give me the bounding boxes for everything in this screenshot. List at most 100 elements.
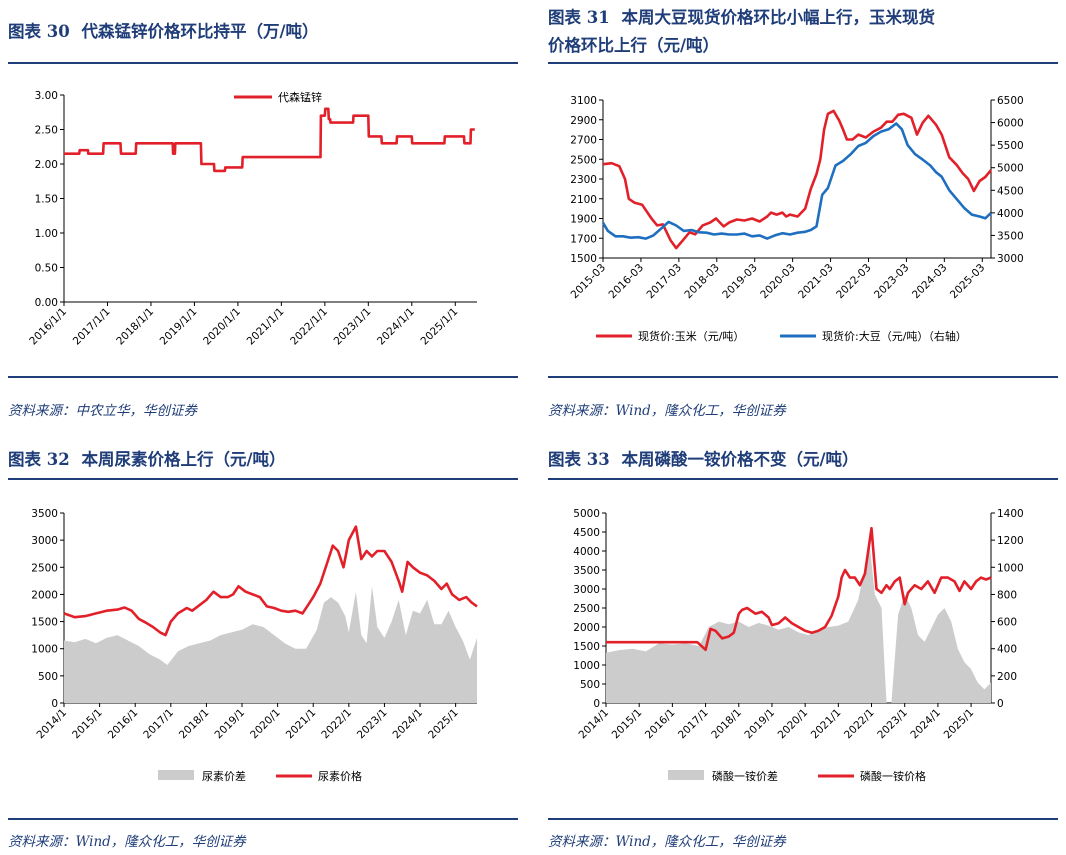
x-tick-label: 2018/1	[709, 707, 744, 742]
legend-label: 磷酸一铵价差	[712, 769, 778, 783]
figure-title: 代森锰锌价格环比持平（万/吨）	[81, 22, 319, 41]
x-tick-label: 2017/1	[141, 707, 176, 742]
chart-31: 1500 1700 1900 2100 2300 2500 2700 2900 3100 3000…	[569, 95, 1024, 343]
y-tick-label: 3500	[31, 508, 58, 520]
panel-chart-31: 图表 31 本周大豆现货价格环比小幅上行，玉米现货 价格环比上行（元/吨） 15…	[548, 0, 1058, 430]
y2-tick-label: 6500	[997, 95, 1024, 107]
legend-label: 磷酸一铵价格	[860, 769, 926, 783]
y-tick-label: 1500	[570, 253, 597, 265]
source-note: 资料来源：Wind，隆众化工，华创证券	[548, 834, 786, 850]
x-tick-label: 2016/1	[106, 707, 141, 742]
y-tick-label: 4500	[573, 527, 600, 539]
legend-label: 现货价:大豆（元/吨）（右轴）	[822, 329, 967, 343]
y2-tick-label: 6000	[997, 118, 1024, 130]
x-tick-label: 2020/1	[776, 707, 811, 742]
x-tick-label: 2015/1	[70, 707, 105, 742]
series-area-0	[606, 546, 991, 703]
x-tick-label: 2025/1	[426, 707, 461, 742]
y-tick-label: 0.00	[35, 297, 58, 309]
x-tick-label: 2018/1	[177, 707, 212, 742]
x-tick-label: 2018-03	[682, 262, 722, 302]
x-tick-label: 2020/1	[248, 707, 283, 742]
source-note: 资料来源：中农立华，华创证券	[8, 403, 197, 419]
x-tick-label: 2025-03	[948, 262, 988, 302]
y-tick-label: 0.50	[35, 263, 58, 275]
x-tick-label: 2023-03	[872, 262, 912, 302]
panel-title: 图表 32 本周尿素价格上行（元/吨）	[8, 446, 518, 474]
series-line-0	[602, 109, 993, 250]
x-tick-label: 2020-03	[758, 262, 798, 302]
x-tick-label: 2024-03	[910, 262, 950, 302]
x-tick-label: 2015-03	[569, 262, 609, 302]
x-tick-label: 2023/1/1	[332, 306, 374, 348]
y2-tick-label: 4000	[997, 208, 1024, 220]
y-tick-label: 3000	[31, 535, 58, 547]
y2-tick-label: 3500	[997, 230, 1024, 242]
figure-title: 本周尿素价格上行（元/吨）	[81, 450, 286, 469]
figure-label: 图表	[548, 8, 581, 27]
y-tick-label: 1.50	[35, 194, 58, 206]
x-tick-label: 2015/1	[610, 707, 645, 742]
figure-title-line1: 本周大豆现货价格环比小幅上行，玉米现货	[621, 8, 935, 27]
y2-tick-label: 200	[997, 671, 1017, 683]
x-tick-label: 2016/1/1	[27, 306, 69, 348]
x-tick-label: 2022-03	[834, 262, 874, 302]
figure-label: 图表	[8, 22, 41, 41]
y-tick-label: 3.00	[35, 90, 58, 102]
x-tick-label: 2023/1	[875, 707, 910, 742]
x-tick-label: 2017/1/1	[71, 306, 113, 348]
y-tick-label: 0	[51, 698, 58, 710]
y-tick-label: 4000	[573, 546, 600, 558]
legend-swatch	[158, 770, 194, 780]
x-tick-label: 2019-03	[720, 262, 760, 302]
title-rule	[548, 478, 1058, 480]
x-tick-label: 2024/1/1	[375, 306, 417, 348]
y-tick-label: 2.50	[35, 125, 58, 137]
bottom-rule	[548, 818, 1058, 820]
y-tick-label: 2000	[573, 622, 600, 634]
y-tick-label: 5000	[573, 508, 600, 520]
title-rule	[8, 62, 518, 64]
bottom-rule	[548, 376, 1058, 378]
y-tick-label: 2500	[573, 603, 600, 615]
legend-label: 代森锰锌	[278, 90, 322, 104]
y-tick-label: 2300	[570, 174, 597, 186]
x-tick-label: 2019/1	[213, 707, 248, 742]
x-tick-label: 2016-03	[607, 262, 647, 302]
y-tick-label: 1000	[573, 660, 600, 672]
figure-number: 32	[46, 450, 70, 469]
panel-chart-30: 图表 30 代森锰锌价格环比持平（万/吨） 0.00 0.50 1.00 1.50 2.…	[8, 0, 518, 430]
series-line-1	[606, 526, 992, 652]
figure-title-line2: 价格环比上行（元/吨）	[548, 36, 720, 55]
panel-chart-33: 图表 33 本周磷酸一铵价格不变（元/吨） 0 500 1000 1500 2000 25…	[548, 430, 1058, 855]
y2-tick-label: 600	[997, 617, 1017, 629]
y-tick-label: 0	[593, 698, 600, 710]
y-tick-label: 3100	[570, 95, 597, 107]
y-tick-label: 1.00	[35, 228, 58, 240]
y2-tick-label: 0	[997, 698, 1004, 710]
x-tick-label: 2022/1	[842, 707, 877, 742]
y-tick-label: 2700	[570, 135, 597, 147]
y-tick-label: 2.00	[35, 159, 58, 171]
y-tick-label: 3000	[573, 584, 600, 596]
figure-label: 图表	[548, 450, 581, 469]
x-tick-label: 2020/1/1	[201, 306, 243, 348]
y2-tick-label: 1000	[997, 562, 1024, 574]
y-tick-label: 1000	[31, 644, 58, 656]
y-tick-label: 1700	[570, 233, 597, 245]
x-tick-label: 2021/1/1	[245, 306, 287, 348]
y2-tick-label: 3000	[997, 253, 1024, 265]
y-tick-label: 2000	[31, 589, 58, 601]
legend-label: 现货价:玉米（元/吨）	[638, 329, 744, 343]
y-tick-label: 2500	[31, 562, 58, 574]
figure-number: 31	[586, 8, 610, 27]
x-tick-label: 2021-03	[796, 262, 836, 302]
x-tick-label: 2023/1	[355, 707, 390, 742]
source-note: 资料来源：Wind，隆众化工，华创证券	[8, 834, 246, 850]
title-rule	[548, 62, 1058, 64]
panel-title: 图表 31 本周大豆现货价格环比小幅上行，玉米现货 价格环比上行（元/吨）	[548, 4, 1058, 60]
legend-swatch	[668, 770, 704, 780]
chart-30: 0.00 0.50 1.00 1.50 2.00 2.50 3.00 2016/1/1 2017…	[27, 90, 477, 348]
source-note: 资料来源：Wind，隆众化工，华创证券	[548, 403, 786, 419]
x-tick-label: 2022/1/1	[288, 306, 330, 348]
